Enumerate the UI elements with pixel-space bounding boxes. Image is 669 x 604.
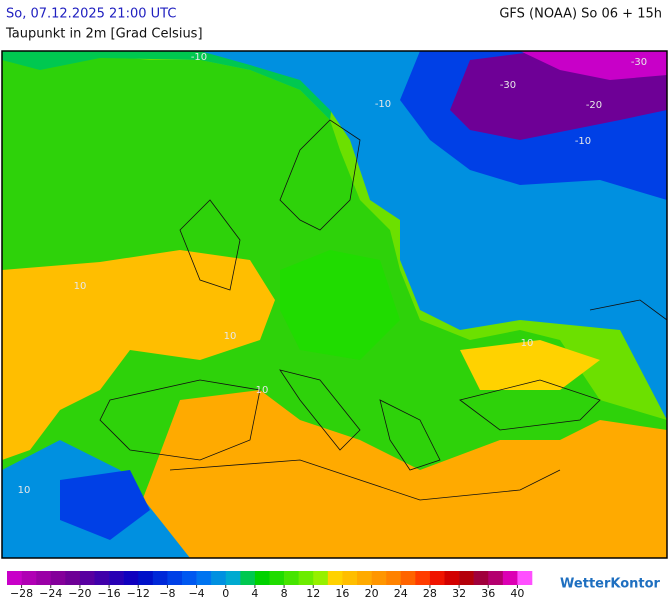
colorbar-swatch bbox=[415, 571, 431, 585]
colorbar-tick-label: 20 bbox=[365, 587, 379, 600]
colorbar-tick-label: −24 bbox=[39, 587, 62, 600]
map-title: So, 07.12.2025 21:00 UTC bbox=[6, 7, 176, 22]
contour-label: -30 bbox=[500, 80, 516, 91]
region bbox=[520, 51, 667, 80]
colorbar-swatch bbox=[386, 571, 402, 585]
colorbar-swatch bbox=[240, 571, 256, 585]
colorbar-tick-label: 8 bbox=[281, 587, 288, 600]
colorbar-swatch bbox=[284, 571, 299, 585]
colorbar-tick-label: 16 bbox=[335, 587, 349, 600]
brand: WetterKontor bbox=[560, 577, 661, 592]
colorbar-swatch bbox=[313, 571, 329, 585]
colorbar-swatch bbox=[109, 571, 124, 585]
colorbar-tick-label: −8 bbox=[159, 587, 175, 600]
region bbox=[120, 390, 667, 558]
colorbar-swatch bbox=[21, 571, 37, 585]
colorbar-swatch bbox=[36, 571, 52, 585]
colorbar-swatch bbox=[444, 571, 460, 585]
contour-label: 10 bbox=[521, 338, 534, 349]
colorbar-swatch bbox=[327, 571, 343, 585]
colorbar-swatch bbox=[357, 571, 372, 585]
colorbar-swatch bbox=[152, 571, 168, 585]
colorbar-swatch bbox=[400, 571, 416, 585]
contour-label: 10 bbox=[224, 331, 237, 342]
colorbar-swatch bbox=[429, 571, 445, 585]
colorbar-tick-label: 28 bbox=[423, 587, 437, 600]
contour-label: 10 bbox=[256, 385, 269, 396]
colorbar-swatch bbox=[298, 571, 314, 585]
colorbar-swatch bbox=[502, 571, 518, 585]
colorbar-tick-label: −20 bbox=[68, 587, 91, 600]
colorbar-swatch bbox=[342, 571, 358, 585]
colorbar-tick-label: 36 bbox=[481, 587, 495, 600]
colorbar-tick-label: −28 bbox=[10, 587, 33, 600]
colorbar-tick-label: −16 bbox=[97, 587, 120, 600]
region bbox=[60, 470, 150, 540]
region bbox=[2, 250, 275, 460]
colorbar-tick-label: −12 bbox=[127, 587, 150, 600]
colorbar-swatch bbox=[473, 571, 489, 585]
contour-label: 10 bbox=[74, 281, 87, 292]
region bbox=[460, 340, 600, 390]
colorbar-tick-label: −4 bbox=[188, 587, 204, 600]
colorbar-swatch bbox=[211, 571, 227, 585]
colorbar-swatch bbox=[7, 571, 22, 585]
colorbar-tick-label: 24 bbox=[394, 587, 408, 600]
contour-label: -10 bbox=[191, 52, 207, 63]
map bbox=[2, 51, 668, 558]
colorbar-swatch bbox=[79, 571, 95, 585]
colorbar-tick-label: 40 bbox=[510, 587, 524, 600]
colorbar-swatch bbox=[182, 571, 197, 585]
colorbar-swatch bbox=[138, 571, 154, 585]
colorbar-swatch bbox=[488, 571, 504, 585]
contour-label: 10 bbox=[18, 485, 31, 496]
contour-label: -20 bbox=[586, 100, 602, 111]
colorbar-swatch bbox=[94, 571, 110, 585]
contour-label: -30 bbox=[631, 57, 647, 68]
colorbar-tick-label: 12 bbox=[306, 587, 320, 600]
contour-labels: -10 -30 -30 -20 -10 -10 10 10 10 10 10 bbox=[18, 52, 648, 496]
colorbar-swatch bbox=[269, 571, 285, 585]
colorbar-swatch bbox=[50, 571, 66, 585]
contour-label: -10 bbox=[575, 136, 591, 147]
variable-label: Taupunkt in 2m [Grad Celsius] bbox=[5, 27, 203, 42]
colorbar-swatch bbox=[167, 571, 183, 585]
colorbar-swatch bbox=[65, 571, 81, 585]
contour-label: -10 bbox=[375, 99, 391, 110]
coastlines bbox=[99, 119, 668, 501]
colorbar: −28 −24 −20 −16 −12 −8 −4 0 4 8 12 16 20 24 28 32 36 40 bbox=[7, 571, 533, 600]
colorbar-tick-label: 0 bbox=[222, 587, 229, 600]
model-label: GFS (NOAA) So 06 + 15h bbox=[499, 7, 662, 22]
colorbar-swatch bbox=[225, 571, 241, 585]
colorbar-swatch bbox=[254, 571, 270, 585]
colorbar-tick-label: 4 bbox=[251, 587, 258, 600]
colorbar-swatch bbox=[371, 571, 387, 585]
colorbar-tick-label: 32 bbox=[452, 587, 466, 600]
colorbar-swatch bbox=[123, 571, 139, 585]
map-frame bbox=[1, 50, 668, 559]
region bbox=[2, 51, 340, 120]
colorbar-swatch bbox=[517, 571, 533, 585]
colorbar-swatch bbox=[196, 571, 212, 585]
region bbox=[280, 250, 400, 360]
colorbar-swatch bbox=[459, 571, 474, 585]
